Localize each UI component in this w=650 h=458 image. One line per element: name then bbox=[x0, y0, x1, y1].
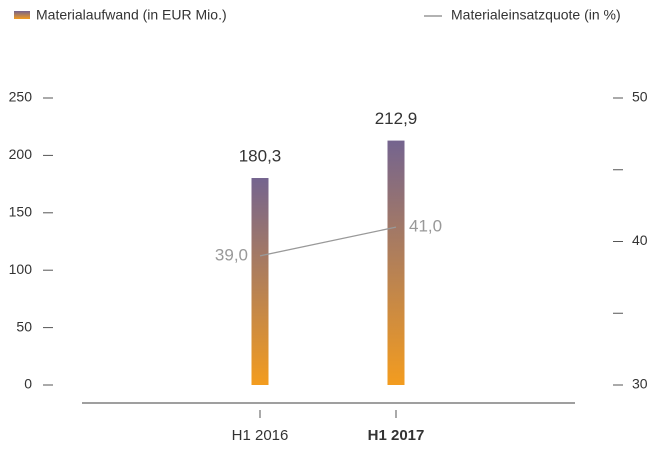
legend-label: Materialeinsatzquote (in %) bbox=[451, 7, 621, 23]
y2-tick-label: 30 bbox=[632, 376, 648, 392]
legend-swatch-bar bbox=[14, 11, 30, 19]
bar-value-label: 180,3 bbox=[239, 146, 282, 165]
bar bbox=[387, 140, 405, 385]
y-tick-label: 100 bbox=[9, 261, 33, 277]
line bbox=[259, 226, 397, 257]
y-tick-label: 250 bbox=[9, 89, 33, 105]
x-tick-label: H1 2017 bbox=[368, 427, 425, 444]
y2-tick-label: 50 bbox=[632, 89, 648, 105]
line-value-label: 39,0 bbox=[215, 245, 248, 264]
y2-tick-label: 40 bbox=[632, 232, 648, 248]
legend-label: Materialaufwand (in EUR Mio.) bbox=[36, 7, 227, 23]
bar bbox=[251, 178, 269, 385]
x-tick-label: H1 2016 bbox=[232, 427, 289, 444]
y-tick-label: 0 bbox=[24, 376, 32, 392]
y-tick-label: 50 bbox=[16, 318, 32, 334]
y-tick-label: 150 bbox=[9, 204, 33, 220]
y-tick-label: 200 bbox=[9, 146, 33, 162]
line-value-label: 41,0 bbox=[409, 217, 442, 236]
bar-value-label: 212,9 bbox=[375, 109, 418, 128]
